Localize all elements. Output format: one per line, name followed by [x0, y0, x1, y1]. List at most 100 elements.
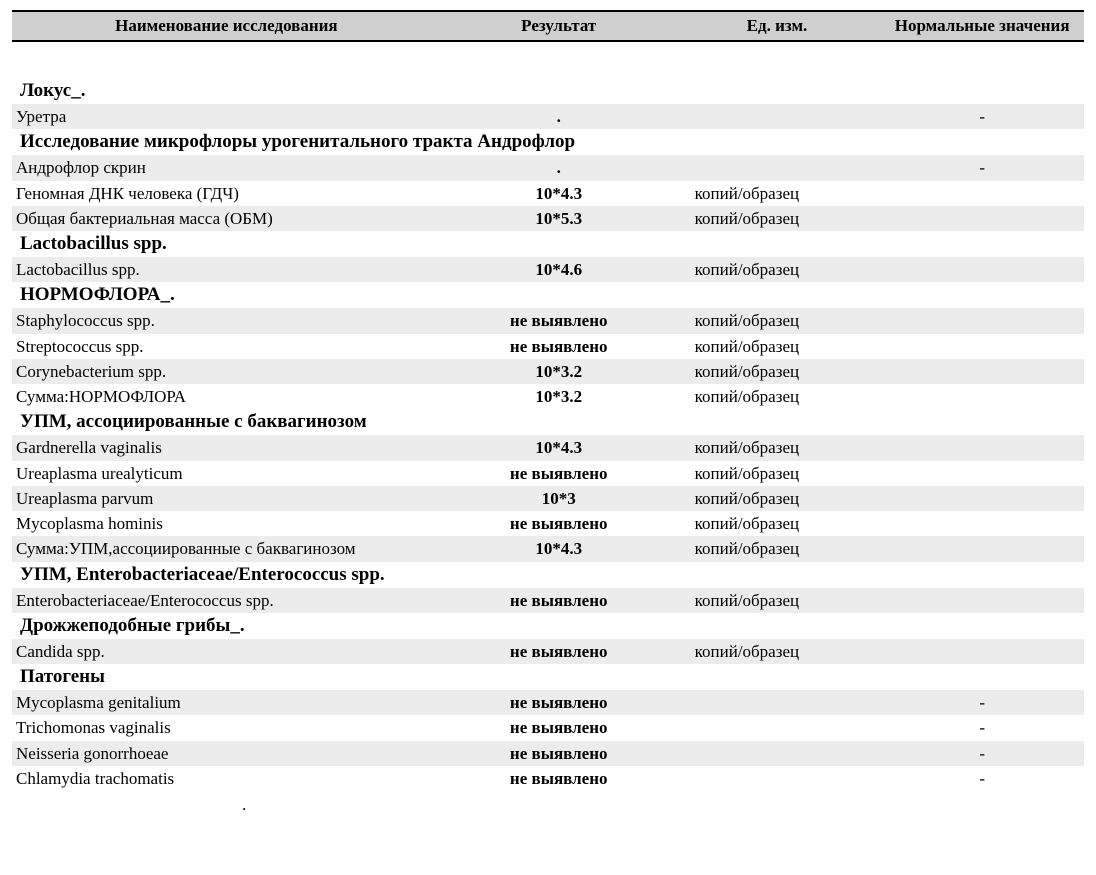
cell-norm: -: [880, 715, 1084, 740]
cell-name: Андрофлор скрин: [12, 155, 441, 180]
cell-name: Gardnerella vaginalis: [12, 435, 441, 460]
section-title-row: УПМ, ассоциированные с баквагинозом: [12, 409, 1084, 435]
cell-result: 10*4.3: [441, 536, 677, 561]
lab-report-page: Наименование исследования Результат Ед. …: [0, 0, 1096, 835]
table-header-row: Наименование исследования Результат Ед. …: [12, 11, 1084, 41]
cell-result: не выявлено: [441, 741, 677, 766]
cell-unit: копий/образец: [677, 359, 881, 384]
cell-result: не выявлено: [441, 715, 677, 740]
cell-name: Chlamydia trachomatis: [12, 766, 441, 791]
section-title: УПМ, ассоциированные с баквагинозом: [12, 409, 1084, 435]
cell-norm: [880, 511, 1084, 536]
table-row: Lactobacillus spp.10*4.6копий/образец: [12, 257, 1084, 282]
cell-name: Геномная ДНК человека (ГДЧ): [12, 181, 441, 206]
cell-name: Trichomonas vaginalis: [12, 715, 441, 740]
header-spacer: [12, 41, 1084, 78]
cell-name: Staphylococcus spp.: [12, 308, 441, 333]
cell-norm: [880, 334, 1084, 359]
cell-result: не выявлено: [441, 308, 677, 333]
section-title-row: Патогены: [12, 664, 1084, 690]
cell-norm: [880, 181, 1084, 206]
header-unit: Ед. изм.: [677, 11, 881, 41]
cell-name: Mycoplasma hominis: [12, 511, 441, 536]
cell-result: не выявлено: [441, 639, 677, 664]
cell-name: Lactobacillus spp.: [12, 257, 441, 282]
table-row: Candida spp.не выявленокопий/образец: [12, 639, 1084, 664]
cell-name: Ureaplasma urealyticum: [12, 461, 441, 486]
cell-unit: копий/образец: [677, 206, 881, 231]
cell-result: .: [441, 104, 677, 129]
cell-result: не выявлено: [441, 334, 677, 359]
cell-unit: копий/образец: [677, 308, 881, 333]
table-row: Streptococcus spp.не выявленокопий/образ…: [12, 334, 1084, 359]
section-title-row: Локус_.: [12, 78, 1084, 104]
cell-unit: копий/образец: [677, 334, 881, 359]
section-title-row: Lactobacillus spp.: [12, 231, 1084, 257]
cell-name: Mycoplasma genitalium: [12, 690, 441, 715]
section-title: УПМ, Enterobacteriaceae/Enterococcus spp…: [12, 562, 1084, 588]
cell-name: Общая бактериальная масса (ОБМ): [12, 206, 441, 231]
table-row: Сумма:УПМ,ассоциированные с баквагинозом…: [12, 536, 1084, 561]
cell-norm: [880, 308, 1084, 333]
cell-result: 10*3.2: [441, 384, 677, 409]
cell-unit: [677, 155, 881, 180]
section-title-row: НОРМОФЛОРА_.: [12, 282, 1084, 308]
section-title: Исследование микрофлоры урогенитального …: [12, 129, 1084, 155]
footer-dot: .: [12, 791, 1084, 815]
cell-unit: [677, 766, 881, 791]
cell-norm: -: [880, 741, 1084, 766]
table-row: Gardnerella vaginalis10*4.3копий/образец: [12, 435, 1084, 460]
table-row: Enterobacteriaceae/Enterococcus spp.не в…: [12, 588, 1084, 613]
cell-result: 10*3: [441, 486, 677, 511]
table-row: Ureaplasma urealyticumне выявленокопий/о…: [12, 461, 1084, 486]
cell-norm: [880, 486, 1084, 511]
section-title-row: УПМ, Enterobacteriaceae/Enterococcus spp…: [12, 562, 1084, 588]
cell-name: Enterobacteriaceae/Enterococcus spp.: [12, 588, 441, 613]
section-title: Патогены: [12, 664, 1084, 690]
cell-result: не выявлено: [441, 690, 677, 715]
section-title: Дрожжеподобные грибы_.: [12, 613, 1084, 639]
cell-unit: копий/образец: [677, 486, 881, 511]
table-row: Ureaplasma parvum10*3копий/образец: [12, 486, 1084, 511]
table-row: Андрофлор скрин.-: [12, 155, 1084, 180]
cell-result: 10*3.2: [441, 359, 677, 384]
cell-result: не выявлено: [441, 511, 677, 536]
cell-unit: копий/образец: [677, 536, 881, 561]
cell-name: Candida spp.: [12, 639, 441, 664]
cell-unit: копий/образец: [677, 435, 881, 460]
cell-unit: копий/образец: [677, 461, 881, 486]
cell-norm: [880, 461, 1084, 486]
table-row: Trichomonas vaginalisне выявлено -: [12, 715, 1084, 740]
cell-unit: копий/образец: [677, 257, 881, 282]
table-row: Mycoplasma hominisне выявленокопий/образ…: [12, 511, 1084, 536]
cell-name: Сумма:НОРМОФЛОРА: [12, 384, 441, 409]
section-title-row: Исследование микрофлоры урогенитального …: [12, 129, 1084, 155]
cell-norm: [880, 536, 1084, 561]
table-row: Chlamydia trachomatisне выявлено-: [12, 766, 1084, 791]
cell-unit: [677, 104, 881, 129]
cell-unit: копий/образец: [677, 181, 881, 206]
cell-unit: [677, 690, 881, 715]
table-row: Сумма:НОРМОФЛОРА10*3.2копий/образец: [12, 384, 1084, 409]
cell-result: 10*4.3: [441, 181, 677, 206]
cell-norm: -: [880, 104, 1084, 129]
cell-unit: [677, 715, 881, 740]
header-result: Результат: [441, 11, 677, 41]
cell-name: Ureaplasma parvum: [12, 486, 441, 511]
cell-norm: -: [880, 690, 1084, 715]
cell-norm: [880, 639, 1084, 664]
section-title-row: Дрожжеподобные грибы_.: [12, 613, 1084, 639]
cell-result: 10*5.3: [441, 206, 677, 231]
cell-norm: -: [880, 766, 1084, 791]
cell-result: не выявлено: [441, 461, 677, 486]
cell-name: Уретра: [12, 104, 441, 129]
cell-norm: -: [880, 155, 1084, 180]
lab-table: Наименование исследования Результат Ед. …: [12, 10, 1084, 791]
cell-unit: копий/образец: [677, 511, 881, 536]
header-name: Наименование исследования: [12, 11, 441, 41]
section-title: Локус_.: [12, 78, 1084, 104]
cell-norm: [880, 435, 1084, 460]
section-title: НОРМОФЛОРА_.: [12, 282, 1084, 308]
section-title: Lactobacillus spp.: [12, 231, 1084, 257]
cell-name: Streptococcus spp.: [12, 334, 441, 359]
